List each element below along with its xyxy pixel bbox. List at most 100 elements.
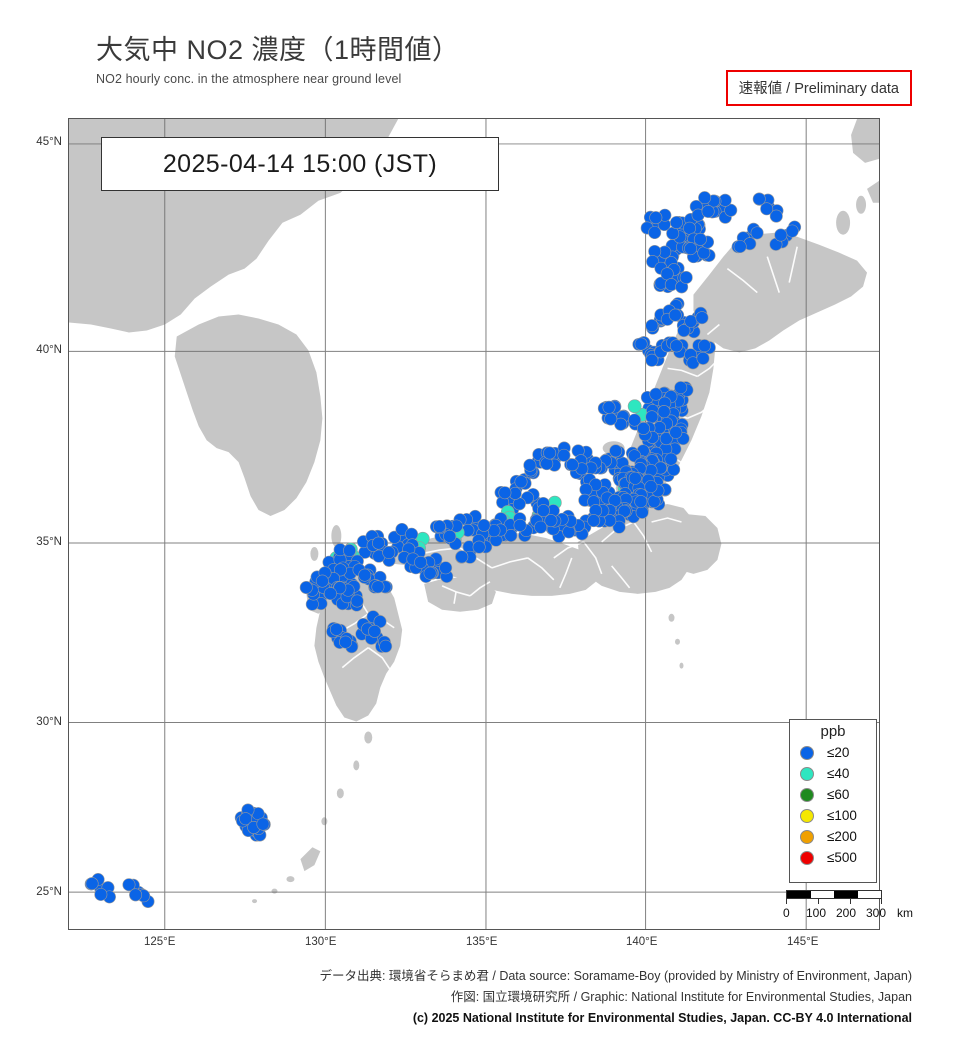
x-tick-label: 140°E [626, 936, 658, 948]
observation-point [343, 544, 357, 558]
observation-point [504, 529, 518, 542]
observation-point [382, 546, 396, 560]
y-axis-minor-tick [68, 803, 69, 804]
legend-item-label: ≤20 [827, 745, 850, 760]
observation-point [774, 228, 788, 242]
observation-point [333, 563, 347, 577]
y-axis-minor-tick [68, 613, 69, 614]
observation-point [379, 639, 393, 653]
legend-item-label: ≤200 [827, 829, 857, 844]
y-axis-minor-tick [68, 271, 69, 272]
observation-point [323, 587, 337, 601]
observation-point [477, 518, 491, 532]
observation-point [414, 555, 428, 569]
map-canvas [69, 119, 879, 929]
scale-bar-ticks [786, 899, 882, 905]
legend-item-label: ≤500 [827, 850, 857, 865]
observation-point [85, 877, 99, 891]
observation-point [636, 422, 650, 435]
observation-point [472, 540, 486, 554]
x-tick-label: 130°E [305, 936, 337, 948]
observation-point [752, 192, 766, 206]
observation-point [645, 319, 659, 333]
y-axis-minor-tick [68, 689, 69, 690]
y-axis-tick [68, 144, 69, 145]
observation-point [602, 400, 616, 414]
observation-point [649, 387, 663, 401]
observation-point [627, 399, 642, 414]
observation-point [329, 622, 343, 636]
x-tick-label: 135°E [466, 936, 498, 948]
observation-point [523, 458, 537, 472]
y-axis-tick [68, 544, 69, 545]
scale-bar-segment [787, 891, 811, 898]
title-block: 大気中 NO2 濃度（1時間値） NO2 hourly conc. in the… [96, 35, 460, 86]
timestamp-box: 2025-04-14 15:00 (JST) [101, 137, 499, 191]
observation-point [674, 381, 688, 395]
observation-point [785, 224, 799, 238]
observation-point [693, 232, 707, 246]
scale-bar-segment [834, 891, 858, 898]
observation-point [634, 337, 648, 351]
y-axis-minor-tick [68, 537, 69, 538]
scale-unit-label: km [897, 906, 913, 920]
y-tick-label: 35°N [36, 536, 62, 548]
y-axis-minor-tick [68, 119, 69, 120]
y-axis-minor-tick [68, 499, 69, 500]
y-axis-minor-tick [68, 575, 69, 576]
legend-swatch-icon [800, 766, 814, 781]
observation-point [534, 520, 548, 534]
observation-point [557, 448, 571, 462]
y-axis-minor-tick [68, 841, 69, 842]
observation-point [649, 211, 663, 225]
observation-point [634, 495, 648, 509]
observation-point [372, 536, 386, 550]
observation-point [256, 817, 270, 831]
observation-points-layer [84, 191, 802, 908]
legend-item: ≤20 [790, 742, 876, 763]
observation-point [443, 529, 457, 543]
y-tick-label: 45°N [36, 136, 62, 148]
preliminary-data-badge: 速報値 / Preliminary data [725, 70, 912, 106]
observation-point [333, 581, 347, 595]
observation-point [315, 574, 329, 588]
observation-point [669, 425, 683, 439]
y-axis-minor-tick [68, 385, 69, 386]
observation-point [122, 878, 136, 892]
observation-point [612, 520, 626, 534]
scale-bar-segment [810, 891, 834, 898]
y-axis-tick [68, 724, 69, 725]
observation-point [645, 353, 659, 367]
y-tick-label: 25°N [36, 886, 62, 898]
legend-swatch-icon [800, 808, 814, 823]
y-axis-minor-tick [68, 157, 69, 158]
observation-point [368, 624, 382, 638]
x-tick-label: 125°E [144, 936, 176, 948]
y-axis-minor-tick [68, 917, 69, 918]
page-subtitle: NO2 hourly conc. in the atmosphere near … [96, 71, 402, 86]
legend-title: ppb [820, 723, 846, 740]
y-axis-minor-tick [68, 195, 69, 196]
observation-point [544, 514, 558, 528]
observation-point [679, 270, 693, 284]
observation-point [657, 405, 671, 419]
observation-point [697, 246, 711, 260]
scale-bar [786, 890, 882, 905]
observation-point [339, 635, 353, 649]
y-axis-minor-tick [68, 727, 69, 728]
observation-point [664, 452, 678, 466]
observation-point [628, 413, 642, 427]
observation-point [358, 568, 372, 582]
scale-bar-track [786, 890, 882, 899]
observation-point [659, 432, 673, 446]
observation-point [455, 550, 469, 564]
observation-point [433, 520, 446, 534]
y-axis-minor-tick [68, 765, 69, 766]
observation-point [299, 580, 313, 594]
observation-point [684, 242, 698, 256]
y-axis-minor-tick [68, 347, 69, 348]
legend-swatch-icon [800, 787, 814, 802]
observation-point [684, 314, 698, 328]
footer-data-source: データ出典: 環境省そらまめ君 / Data source: Soramame-… [319, 969, 912, 983]
